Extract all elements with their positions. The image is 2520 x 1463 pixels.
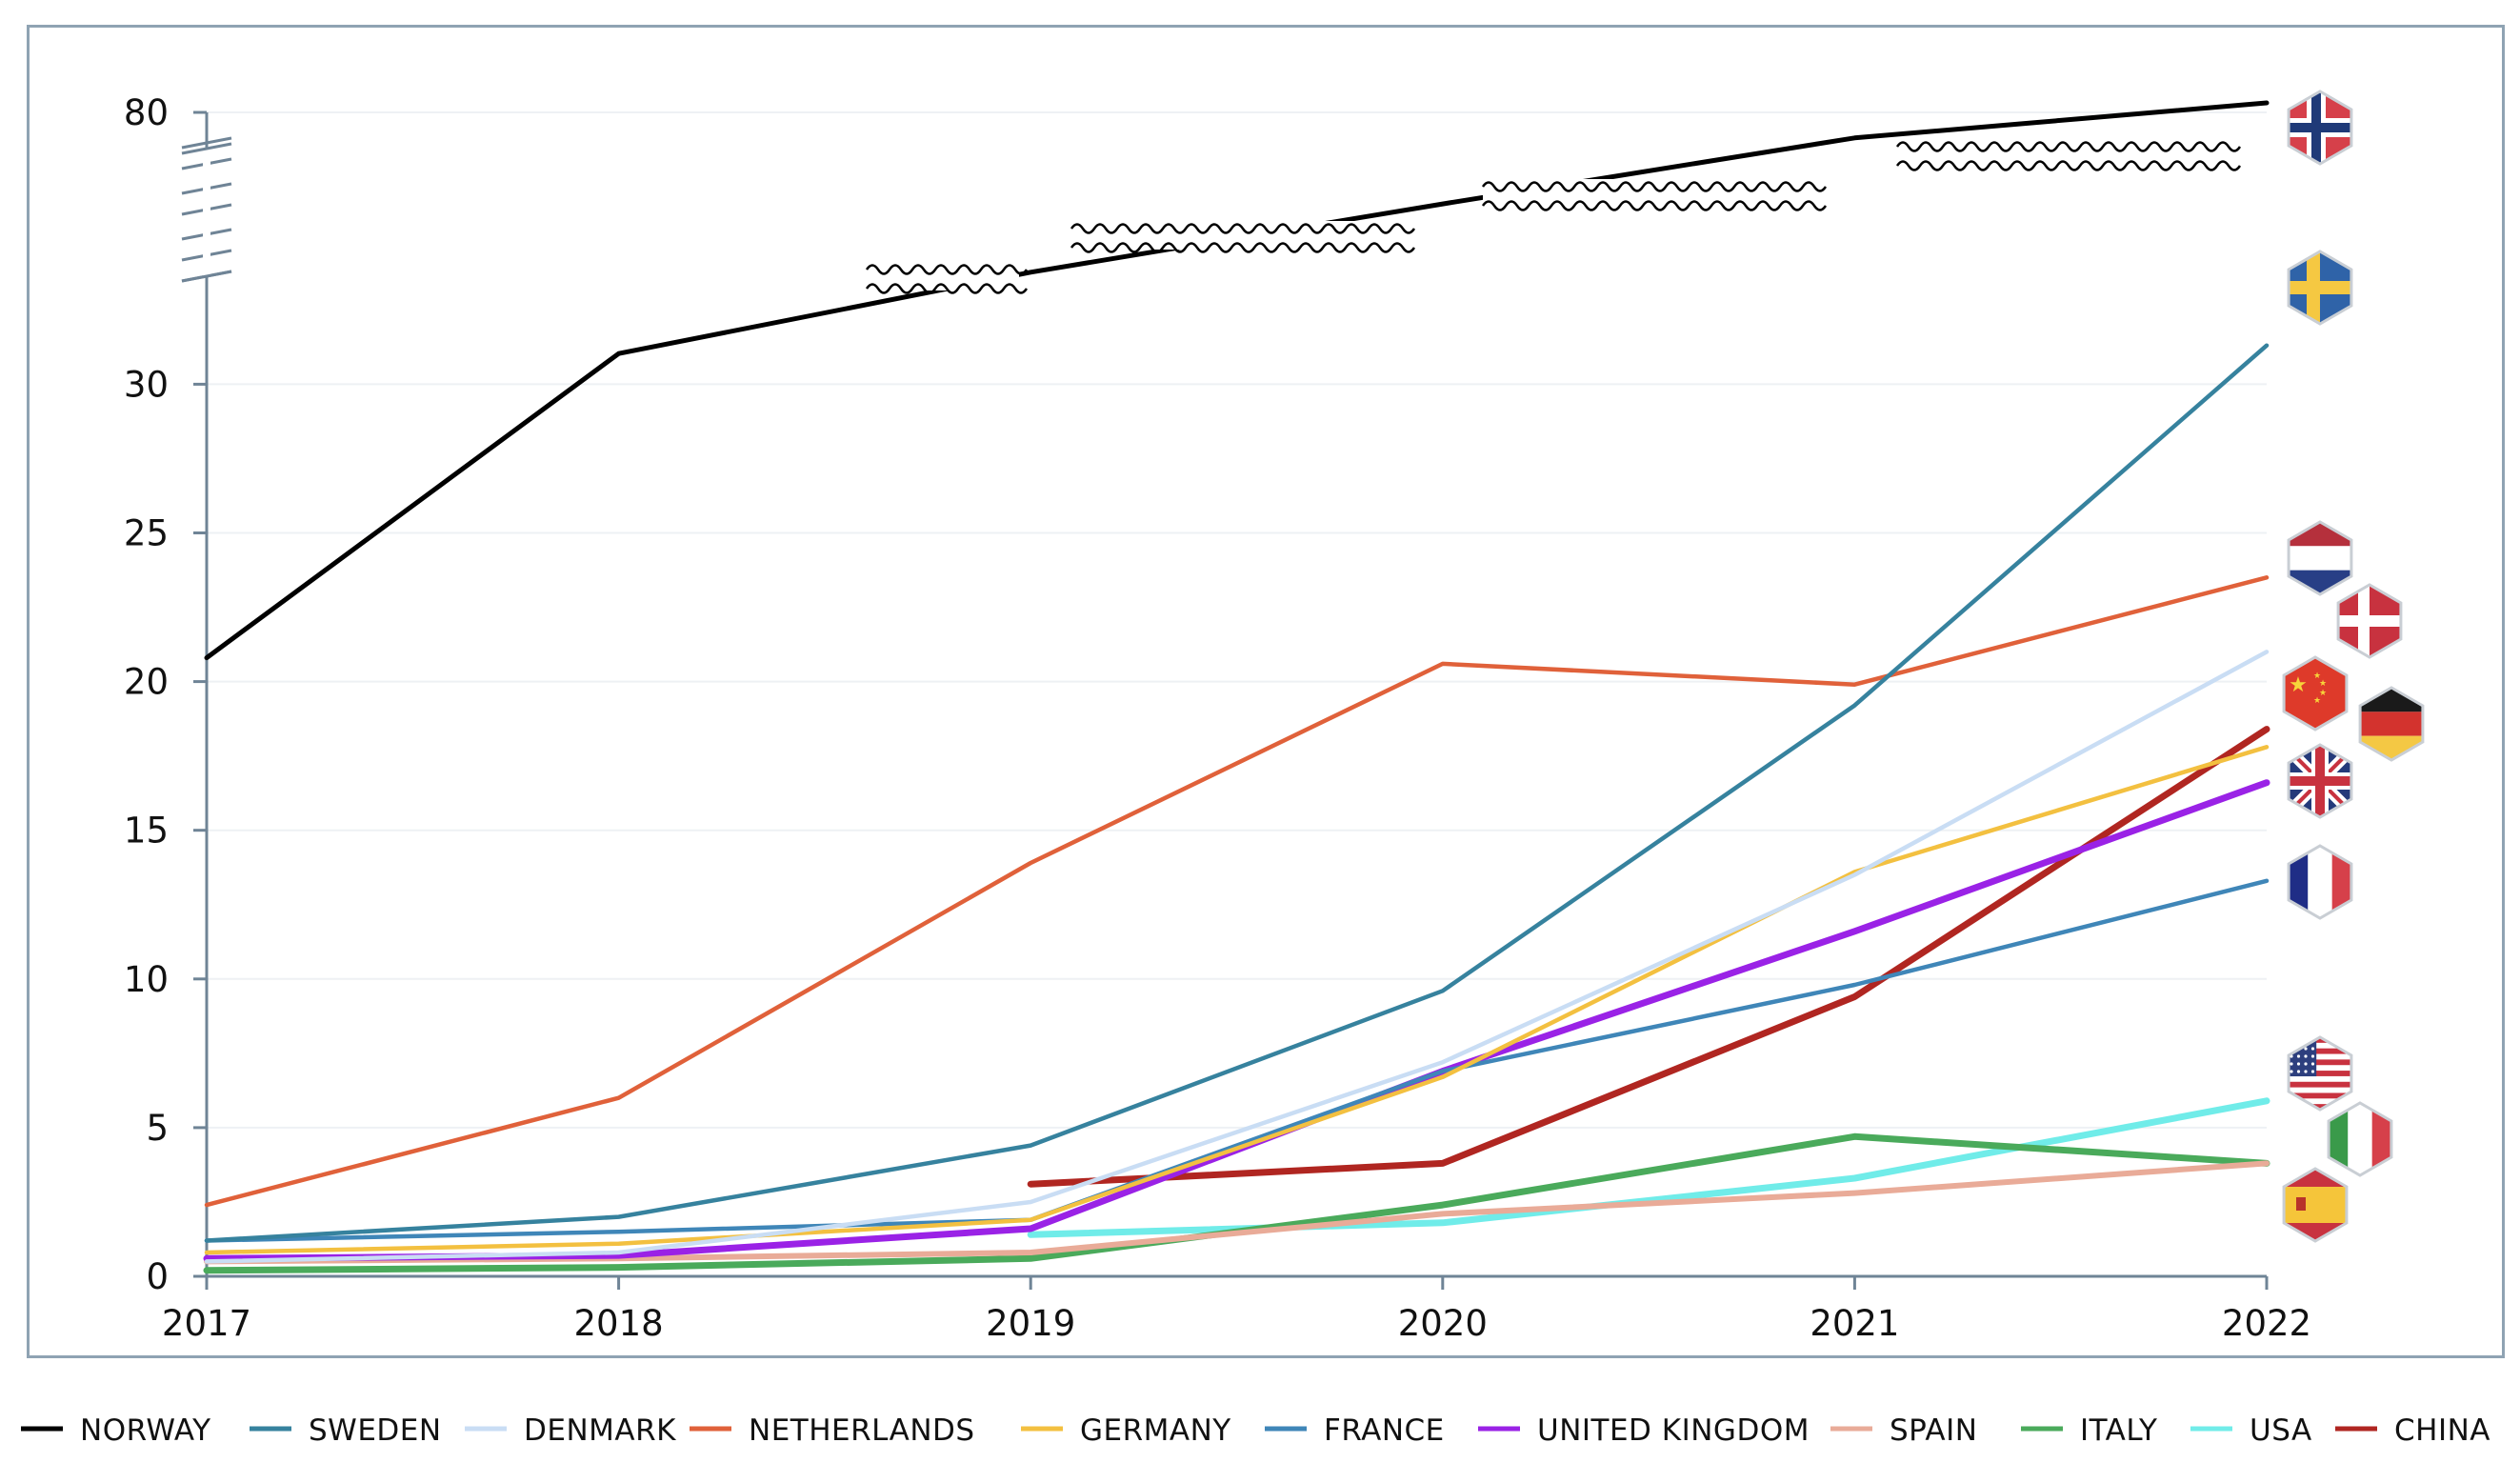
usa-flag-icon <box>2287 1035 2353 1112</box>
netherlands-flag-icon <box>2287 520 2353 596</box>
svg-text:★: ★ <box>2313 696 2321 706</box>
legend-item-france: FRANCE <box>1265 1413 1445 1448</box>
legend-label: UNITED KINGDOM <box>1537 1413 1810 1448</box>
legend-item-netherlands: NETHERLANDS <box>690 1413 975 1448</box>
y-tick-label: 15 <box>124 811 169 852</box>
series-line-france <box>204 878 2270 1243</box>
x-axis-ticks: 2017 2018 2019 2020 2021 2022 <box>162 1276 2311 1344</box>
legend-item-usa: USA <box>2190 1413 2312 1448</box>
x-tick-label: 2019 <box>986 1303 1075 1344</box>
x-tick-label: 2020 <box>1398 1303 1488 1344</box>
germany-flag-icon <box>2358 686 2425 762</box>
legend-item-sweden: SWEDEN <box>250 1413 442 1448</box>
spain-flag-icon <box>2282 1167 2349 1243</box>
legend-label: DENMARK <box>524 1413 676 1448</box>
y-tick-label: 10 <box>124 959 169 1000</box>
x-tick-label: 2022 <box>2222 1303 2311 1344</box>
legend-item-united-kingdom: UNITED KINGDOM <box>1478 1413 1810 1448</box>
svg-text:★: ★ <box>2289 673 2308 697</box>
legend: NORWAY SWEDEN DENMARK NETHERLANDS GERMANY FRA… <box>21 1413 2490 1448</box>
legend-label: GERMANY <box>1080 1413 1231 1448</box>
y-tick-label: 0 <box>146 1256 169 1297</box>
legend-label: NETHERLANDS <box>749 1413 975 1448</box>
svg-text:★: ★ <box>2313 671 2321 681</box>
svg-text:★: ★ <box>2319 689 2327 698</box>
legend-label: ITALY <box>2080 1413 2157 1448</box>
series-line-germany <box>204 745 2270 1255</box>
x-tick-label: 2021 <box>1810 1303 1899 1344</box>
legend-item-denmark: DENMARK <box>465 1413 676 1448</box>
legend-label: FRANCE <box>1324 1413 1445 1448</box>
france-flag-icon <box>2287 844 2353 920</box>
series-line-netherlands <box>204 575 2270 1208</box>
legend-label: CHINA <box>2394 1413 2490 1448</box>
y-tick-label: 80 <box>124 92 169 133</box>
legend-item-china: CHINA <box>2335 1413 2490 1448</box>
y-axis-ticks: 0 5 10 15 20 25 30 80 <box>124 92 207 1297</box>
italy-flag-icon <box>2327 1101 2393 1177</box>
y-tick-label: 30 <box>124 364 169 405</box>
legend-item-germany: GERMANY <box>1021 1413 1231 1448</box>
y-tick-label: 25 <box>124 513 169 554</box>
x-tick-label: 2017 <box>162 1303 251 1344</box>
legend-label: SWEDEN <box>309 1413 442 1448</box>
series-line-sweden <box>204 343 2270 1243</box>
norway-line-break-marks <box>865 139 2242 294</box>
series-line-norway <box>204 100 2270 661</box>
sweden-flag-icon <box>2287 250 2353 326</box>
y-tick-label: 20 <box>124 662 169 703</box>
flag-markers: ★ ★★★★ <box>2282 90 2425 1243</box>
y-axis-break-marks <box>181 136 232 283</box>
legend-label: NORWAY <box>80 1413 211 1448</box>
legend-item-spain: SPAIN <box>1830 1413 1977 1448</box>
norway-flag-icon <box>2287 90 2353 166</box>
legend-label: SPAIN <box>1890 1413 1977 1448</box>
gridlines <box>207 111 2267 1129</box>
denmark-flag-icon <box>2336 583 2403 659</box>
svg-text:★: ★ <box>2319 679 2327 689</box>
series-lines <box>203 100 2270 1274</box>
legend-item-italy: ITALY <box>2021 1413 2157 1448</box>
legend-label: USA <box>2250 1413 2312 1448</box>
x-tick-label: 2018 <box>574 1303 664 1344</box>
series-line-denmark <box>204 650 2270 1264</box>
series-line-china <box>1027 726 2270 1188</box>
china-flag-icon: ★ ★★★★ <box>2282 655 2349 732</box>
chart-frame <box>27 25 2505 1358</box>
legend-item-norway: NORWAY <box>21 1413 211 1448</box>
uk-flag-icon <box>2287 743 2353 819</box>
y-tick-label: 5 <box>146 1108 169 1149</box>
